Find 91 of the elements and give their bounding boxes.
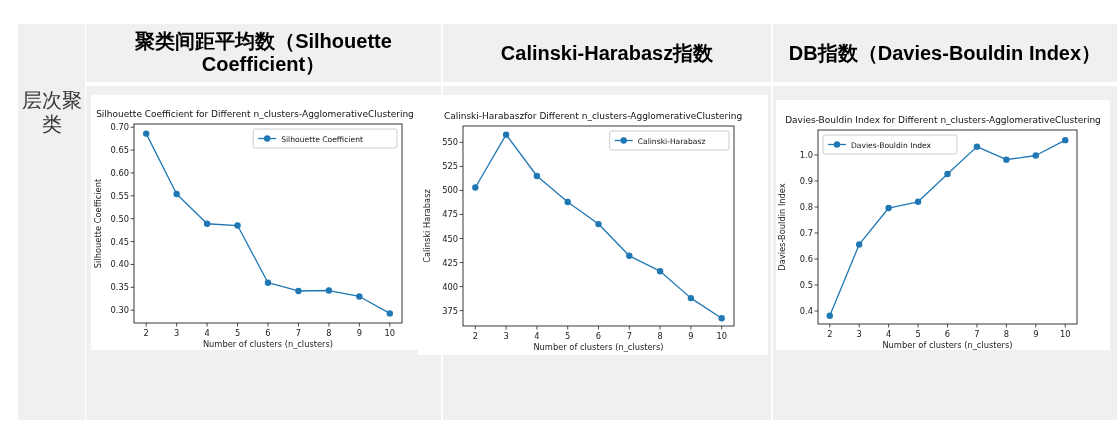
chart-title: Calinski-Harabaszfor Different n_clusters-AgglomerativeClustering [443, 111, 743, 121]
point [1003, 156, 1010, 163]
point [944, 170, 951, 178]
point [595, 220, 602, 228]
x-tick-label: 2 [143, 328, 149, 338]
point [856, 241, 863, 248]
x-tick-label: 8 [1003, 329, 1009, 339]
point [356, 293, 363, 300]
text: Calinski-Harabasz指数 [499, 40, 715, 66]
y-tick-label: 550 [442, 137, 458, 148]
point [718, 315, 725, 322]
y-tick-label: 0.7 [799, 227, 813, 238]
y-axis-title: Davies-Bouldin Index [777, 183, 787, 271]
x-tick-label: 2 [472, 331, 478, 341]
x-tick-label: 2 [827, 329, 833, 339]
x-tick-label: 4 [204, 328, 210, 338]
y-tick-label: 425 [442, 257, 458, 268]
point [264, 279, 272, 286]
y-tick-label: 475 [442, 209, 458, 220]
x-tick-label: 7 [626, 331, 632, 341]
x-tick-label: 5 [915, 329, 921, 339]
point [914, 198, 922, 205]
x-tick-label: 8 [326, 328, 332, 338]
y-tick-label: 0.5 [799, 279, 813, 290]
y-tick-label: 0.40 [110, 259, 129, 270]
y-tick-label: 0.65 [110, 145, 129, 156]
y-tick-label: 400 [442, 281, 458, 292]
point [234, 222, 241, 229]
x-tick-label: 9 [688, 331, 694, 341]
y-tick-label: 500 [442, 185, 458, 196]
point [386, 310, 394, 317]
x-tick-label: 4 [534, 331, 540, 341]
x-tick-label: 6 [944, 329, 951, 339]
x-tick-label: 6 [265, 328, 271, 338]
y-tick-label: 0.4 [799, 306, 813, 316]
point [295, 287, 302, 295]
y-tick-label: 0.8 [799, 201, 813, 212]
x-tick-label: 3 [174, 328, 180, 338]
y-tick-label: 0.9 [799, 175, 813, 186]
point [1032, 152, 1039, 159]
point [626, 252, 633, 260]
x-tick-label: 3 [856, 329, 862, 339]
point [656, 267, 664, 275]
x-tick-label: 5 [565, 331, 571, 341]
point [687, 294, 695, 302]
point [502, 131, 510, 138]
x-axis-title: Number of clusters (n_clusters) [202, 339, 334, 349]
y-axis-title: Calinski Harabasz [422, 189, 432, 263]
text: DB指数（Davies-Bouldin Index） [787, 40, 1103, 66]
y-tick-label: 0.70 [110, 122, 129, 133]
chart-title: Silhouette Coefficient for Different n_clusters-AgglomerativeClustering [96, 109, 414, 119]
y-tick-label: 0.35 [110, 282, 129, 293]
point [885, 204, 892, 212]
point [826, 312, 833, 319]
point [203, 220, 211, 227]
text: 聚类间距平均数（Silhouette Coefficient） [134, 29, 393, 77]
x-tick-label: 7 [295, 328, 302, 338]
y-tick-label: 450 [442, 233, 458, 244]
y-tick-label: 375 [442, 305, 458, 316]
y-tick-label: 0.60 [110, 167, 129, 178]
y-tick-label: 0.30 [110, 305, 129, 316]
text: 层次聚类 [20, 88, 83, 136]
point [1062, 136, 1069, 144]
x-tick-label: 8 [657, 331, 663, 341]
point [325, 287, 333, 294]
x-axis-title: Number of clusters (n_clusters) [533, 342, 664, 352]
point [973, 143, 981, 150]
y-tick-label: 0.6 [799, 253, 813, 264]
x-tick-label: 10 [1059, 329, 1071, 339]
point [533, 172, 541, 180]
x-tick-label: 6 [595, 331, 602, 341]
x-tick-label: 3 [503, 331, 509, 341]
y-axis-title: Silhouette Coefficient [93, 178, 103, 269]
y-tick-label: 0.55 [110, 190, 129, 201]
x-tick-label: 4 [886, 329, 892, 339]
y-tick-label: 525 [442, 161, 458, 172]
point [142, 130, 150, 137]
point [472, 184, 479, 191]
y-tick-label: 1.0 [799, 149, 813, 160]
x-tick-label: 9 [1033, 329, 1039, 339]
point [564, 198, 571, 206]
x-tick-label: 5 [234, 328, 241, 338]
x-tick-label: 10 [716, 331, 727, 341]
x-tick-label: 7 [974, 329, 980, 339]
y-tick-label: 0.45 [110, 236, 129, 247]
point [173, 190, 180, 198]
x-tick-label: 9 [356, 328, 362, 338]
x-axis-title: Number of clusters (n_clusters) [882, 340, 1013, 350]
y-tick-label: 0.50 [110, 213, 129, 224]
x-tick-label: 10 [384, 328, 396, 338]
chart-title: Davies-Bouldin Index for Different n_clusters-AgglomerativeClustering [785, 115, 1101, 125]
